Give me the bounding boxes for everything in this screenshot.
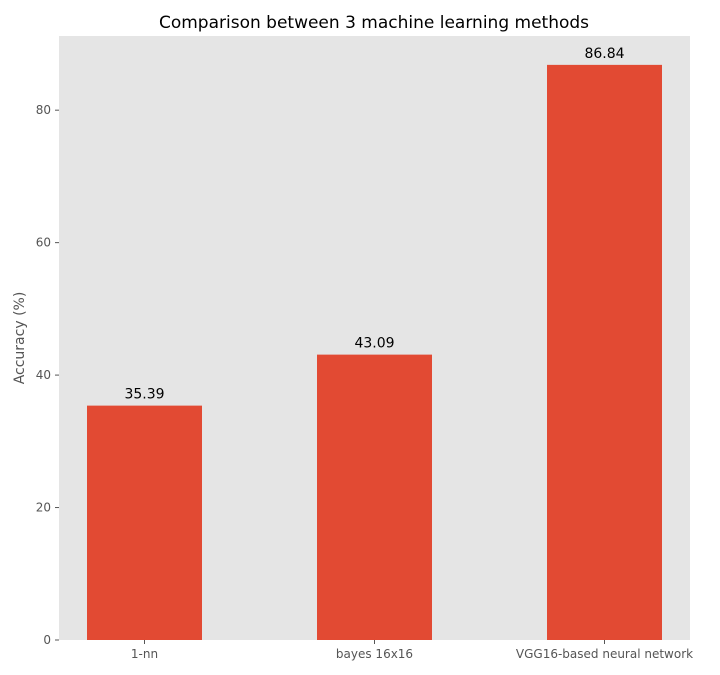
bar-value-label: 86.84 xyxy=(584,46,624,62)
y-tick-label: 20 xyxy=(36,501,51,515)
y-axis: 0 20 40 60 80 xyxy=(36,103,59,647)
x-tick-label: VGG16-based neural network xyxy=(516,647,693,661)
bar xyxy=(547,64,662,641)
bar-value-label: 35.39 xyxy=(124,387,164,403)
x-axis: 1-nn bayes 16x16 VGG16-based neural networ… xyxy=(131,640,693,661)
y-tick-label: 0 xyxy=(43,633,51,647)
y-tick-label: 80 xyxy=(36,103,51,117)
chart-title: Comparison between 3 machine learning me… xyxy=(159,13,589,33)
x-tick-label: 1-nn xyxy=(131,647,158,661)
bar xyxy=(317,354,432,640)
bar xyxy=(87,405,202,640)
y-axis-label: Accuracy (%) xyxy=(12,292,28,385)
bars: 35.39 43.09 86.84 xyxy=(87,46,662,641)
y-tick-label: 60 xyxy=(36,236,51,250)
x-tick-label: bayes 16x16 xyxy=(336,647,413,661)
y-tick-label: 40 xyxy=(36,368,51,382)
bar-value-label: 43.09 xyxy=(354,336,394,352)
